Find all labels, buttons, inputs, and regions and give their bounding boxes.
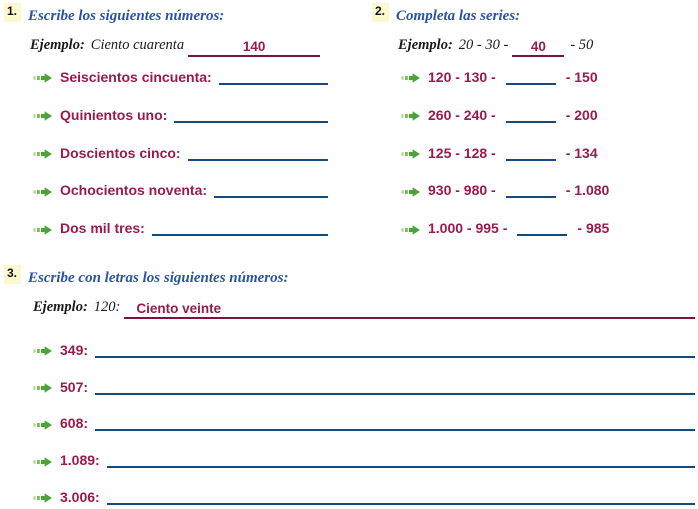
section-title: Completa las series: [396,8,521,24]
item-label: 349: [60,341,89,358]
example-label: Ejemplo: [33,298,88,315]
dashed-right-arrow-icon [401,149,420,159]
item-label: Seiscientos cincuenta: [60,68,212,85]
exercise-item: Quinientos uno: [33,107,328,124]
answer-blank-line [95,427,695,432]
section-number-badge: 3. [4,264,22,284]
item-label: 507: [60,378,89,395]
dashed-right-arrow-icon [401,73,420,84]
example-label: Ejemplo: [398,36,453,53]
item-label: 608: [60,415,89,432]
series-prefix: 930 - 980 - [428,182,496,199]
section-2: 2. Completa las series: Ejemplo: 20 - 30… [372,3,694,237]
section-3: 3. Escribe con letras los siguientes núm… [4,264,695,506]
series-suffix: - 1.080 [565,182,610,199]
item-label: 1.089: [60,452,100,469]
example-suffix: - 50 [570,36,594,53]
dashed-right-arrow-icon [401,111,420,121]
exercise-item: Doscientos cinco: [33,145,328,162]
dashed-right-arrow-icon [33,456,52,467]
exercise-item: 125 - 128 - - 134 [401,145,694,162]
item-label: 3.006: [60,489,100,506]
example-text: Ciento cuarenta [90,36,185,53]
answer-blank-line [187,157,328,161]
series-prefix: 125 - 128 - [428,144,496,161]
section-title: Escribe con letras los siguientes número… [28,269,289,286]
exercise-item: Seiscientos cincuenta: [33,69,328,86]
dashed-right-arrow-icon [33,111,52,121]
item-label: Ochocientos noventa: [60,182,208,199]
exercise-item: 3.006: [33,489,695,506]
dashed-right-arrow-icon [33,73,52,84]
series-suffix: - 985 [577,220,610,237]
exercise-item: Dos mil tres: [33,220,328,237]
answer-blank-line [218,81,328,85]
dashed-right-arrow-icon [33,383,52,393]
answer-blank-line [95,391,695,395]
example-text: 20 - 30 - [458,36,509,53]
example-line: Ejemplo: 20 - 30 - 40 - 50 [398,36,694,57]
exercise-item: Ochocientos noventa: [33,182,328,199]
section-3-header: 3. Escribe con letras los siguientes núm… [4,264,695,288]
answer-blank-line [106,464,695,469]
example-line: Ejemplo: 120: Ciento veinte [33,298,695,319]
section-1-items: Seiscientos cincuenta: Quinientos uno: D… [4,69,328,237]
answer-blank-line [505,119,556,123]
dashed-right-arrow-icon [401,186,420,197]
answer-blank-line [505,157,556,161]
dashed-right-arrow-icon [33,493,52,504]
item-label: Dos mil tres: [60,220,145,237]
section-3-items: 349: 507: 608: 1.089: 3.006: [4,342,695,506]
answer-blank-line [214,194,328,199]
answer-blank-line [505,81,556,85]
section-number-badge: 2. [372,3,390,22]
answer-blank-line [106,501,695,506]
exercise-item: 349: [33,342,695,359]
series-suffix: - 134 [565,144,598,161]
section-2-items: 120 - 130 - - 150 260 - 240 - - 200 125 … [372,69,694,237]
answer-blank-line [174,119,328,123]
section-number-badge: 1. [4,3,22,22]
dashed-right-arrow-icon [33,346,52,357]
section-2-header: 2. Completa las series: [372,3,694,26]
top-columns: 1. Escribe los siguientes números: Ejemp… [0,0,698,237]
example-text: 120: [93,298,121,315]
dashed-right-arrow-icon [33,149,52,159]
dashed-right-arrow-icon [401,224,420,235]
exercise-item: 1.089: [33,452,695,469]
exercise-item: 120 - 130 - - 150 [401,69,694,86]
item-label: Quinientos uno: [60,106,168,123]
exercise-item: 1.000 - 995 - - 985 [401,220,694,237]
exercise-item: 608: [33,415,695,432]
answer-blank-line [151,232,328,237]
answer-blank-line [517,232,568,237]
section-title: Escribe los siguientes números: [28,8,225,24]
dashed-right-arrow-icon [33,186,52,197]
item-label: Doscientos cinco: [60,144,181,161]
section-1: 1. Escribe los siguientes números: Ejemp… [4,3,328,237]
series-prefix: 120 - 130 - [428,68,496,85]
dashed-right-arrow-icon [33,420,52,430]
answer-blank-line [505,194,556,199]
example-answer: Ciento veinte [124,301,695,319]
example-line: Ejemplo: Ciento cuarenta 140 [30,36,328,57]
series-suffix: - 200 [565,106,598,123]
dashed-right-arrow-icon [33,224,52,235]
example-answer: 140 [188,39,321,57]
example-answer: 40 [512,39,565,57]
series-suffix: - 150 [565,68,598,85]
example-label: Ejemplo: [30,36,85,53]
exercise-item: 930 - 980 - - 1.080 [401,182,694,199]
section-1-header: 1. Escribe los siguientes números: [4,3,328,26]
exercise-item: 507: [33,379,695,396]
series-prefix: 1.000 - 995 - [428,220,508,237]
answer-blank-line [95,354,695,358]
exercise-item: 260 - 240 - - 200 [401,107,694,124]
series-prefix: 260 - 240 - [428,106,496,123]
